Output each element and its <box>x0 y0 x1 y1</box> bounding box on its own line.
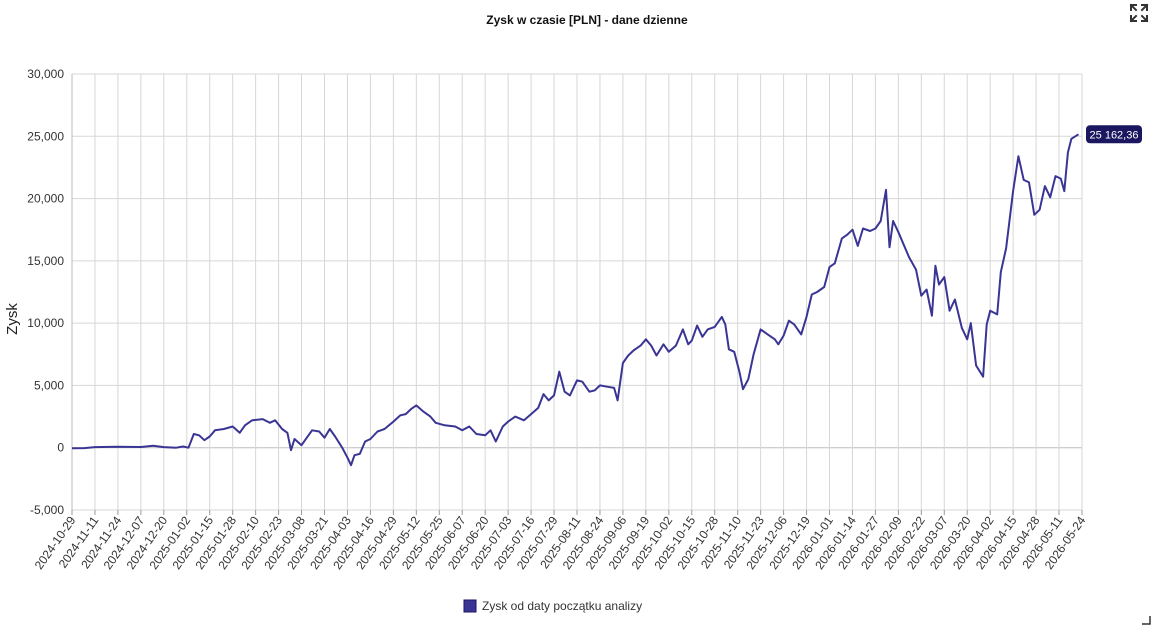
last-value-badge: 25 162,36 <box>1086 125 1142 144</box>
legend[interactable]: Zysk od daty początku analizy <box>463 599 642 613</box>
legend-label: Zysk od daty początku analizy <box>482 599 642 613</box>
y-tick-label: 30,000 <box>27 67 64 81</box>
y-axis-label: Zysk <box>4 303 21 335</box>
resize-handle-icon <box>1142 616 1151 625</box>
y-tick-label: 0 <box>57 441 64 455</box>
chart-title: Zysk w czasie [PLN] - dane dzienne <box>486 13 688 27</box>
y-tick-label: 5,000 <box>34 378 64 392</box>
y-tick-label: 10,000 <box>27 316 64 330</box>
last-value-label: 25 162,36 <box>1090 129 1139 141</box>
resize-handle[interactable] <box>1142 612 1151 625</box>
y-tick-label: -5,000 <box>30 503 64 517</box>
y-tick-label: 25,000 <box>27 129 64 143</box>
series-layer <box>71 133 1080 467</box>
grid <box>71 73 1083 511</box>
fullscreen-button[interactable] <box>1128 2 1150 24</box>
legend-swatch <box>463 599 477 613</box>
y-tick-label: 20,000 <box>27 192 64 206</box>
y-tick-label: 15,000 <box>27 254 64 268</box>
fullscreen-icon <box>1129 3 1149 23</box>
series-line <box>71 133 1080 467</box>
